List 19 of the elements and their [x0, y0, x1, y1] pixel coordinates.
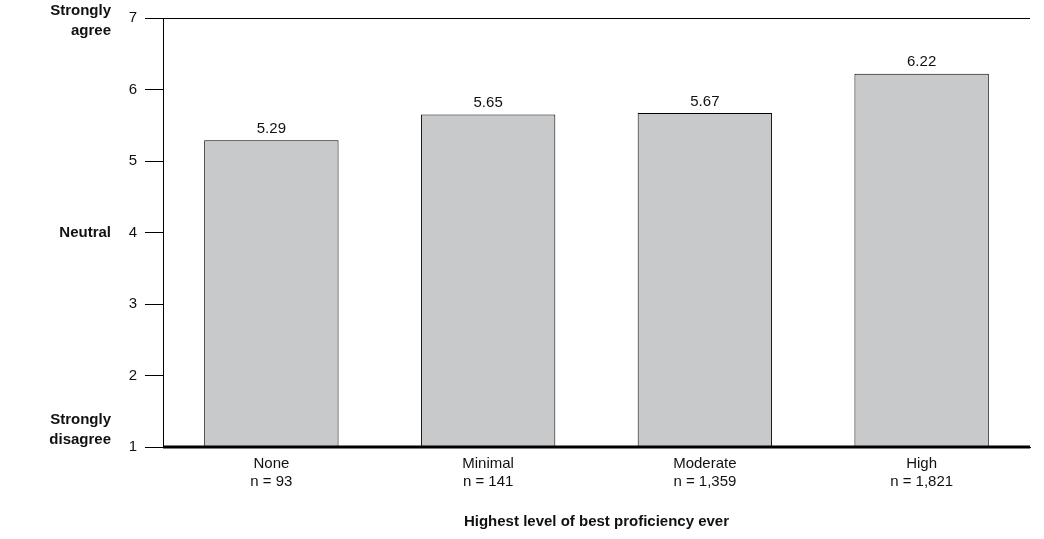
x-tick-label: Minimal n = 141	[462, 454, 514, 490]
y-tick-label: 4	[128, 222, 137, 240]
y-tick-label: 6	[128, 79, 137, 97]
y-tick-label: 7	[128, 8, 137, 26]
data-label: 5.29	[256, 118, 286, 136]
data-label: 5.65	[473, 93, 503, 111]
y-tick-label: 2	[128, 365, 137, 383]
data-label: 5.67	[690, 91, 720, 109]
data-label: 6.22	[907, 52, 937, 70]
text: Strongly disagree	[49, 410, 112, 448]
text: Neutral	[59, 222, 111, 240]
text: Strongly agree	[50, 1, 112, 39]
y-tick-label: 3	[128, 294, 137, 312]
y-tick-label: 5	[128, 151, 137, 169]
x-axis-title: Highest level of best proficiency ever	[463, 512, 730, 530]
x-tick-label: High n = 1,821	[890, 454, 954, 490]
x-tick-label: Moderate n = 1,359	[673, 454, 737, 490]
y-tick-label: 1	[128, 437, 137, 455]
x-tick-label: None n = 93	[250, 454, 293, 490]
